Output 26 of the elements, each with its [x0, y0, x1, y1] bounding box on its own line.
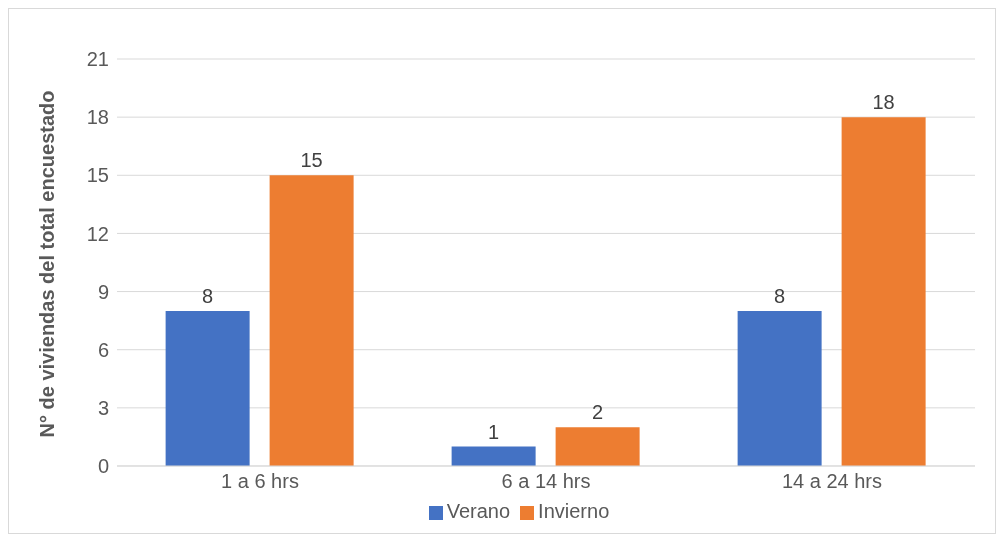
bar	[269, 175, 354, 466]
y-tick-label: 15	[86, 164, 109, 187]
bar	[737, 310, 822, 466]
y-tick-label: 9	[97, 280, 109, 303]
data-label: 18	[872, 91, 895, 114]
y-tick-label: 3	[97, 396, 109, 419]
x-tick-label: 1 a 6 hrs	[221, 470, 299, 493]
x-tick-label: 6 a 14 hrs	[501, 470, 591, 493]
data-label: 8	[774, 284, 786, 307]
y-tick-label: 0	[97, 455, 109, 478]
data-label: 2	[592, 401, 604, 424]
y-tick-label: 6	[97, 338, 109, 361]
y-tick-label: 21	[86, 48, 109, 71]
data-label: 15	[300, 149, 323, 172]
bar	[165, 310, 250, 466]
x-tick-label: 14 a 24 hrs	[781, 470, 883, 493]
y-tick-label: 12	[86, 222, 109, 245]
data-label: 1	[488, 420, 500, 443]
y-tick-label: 18	[86, 106, 109, 129]
bar	[555, 427, 640, 466]
y-axis-title: N° de viviendas del total encuestado	[35, 89, 59, 440]
legend-label: Verano	[446, 500, 511, 522]
bar	[841, 117, 926, 466]
data-label: 8	[202, 284, 214, 307]
legend-label: Invierno	[538, 500, 610, 522]
bar	[451, 446, 536, 466]
